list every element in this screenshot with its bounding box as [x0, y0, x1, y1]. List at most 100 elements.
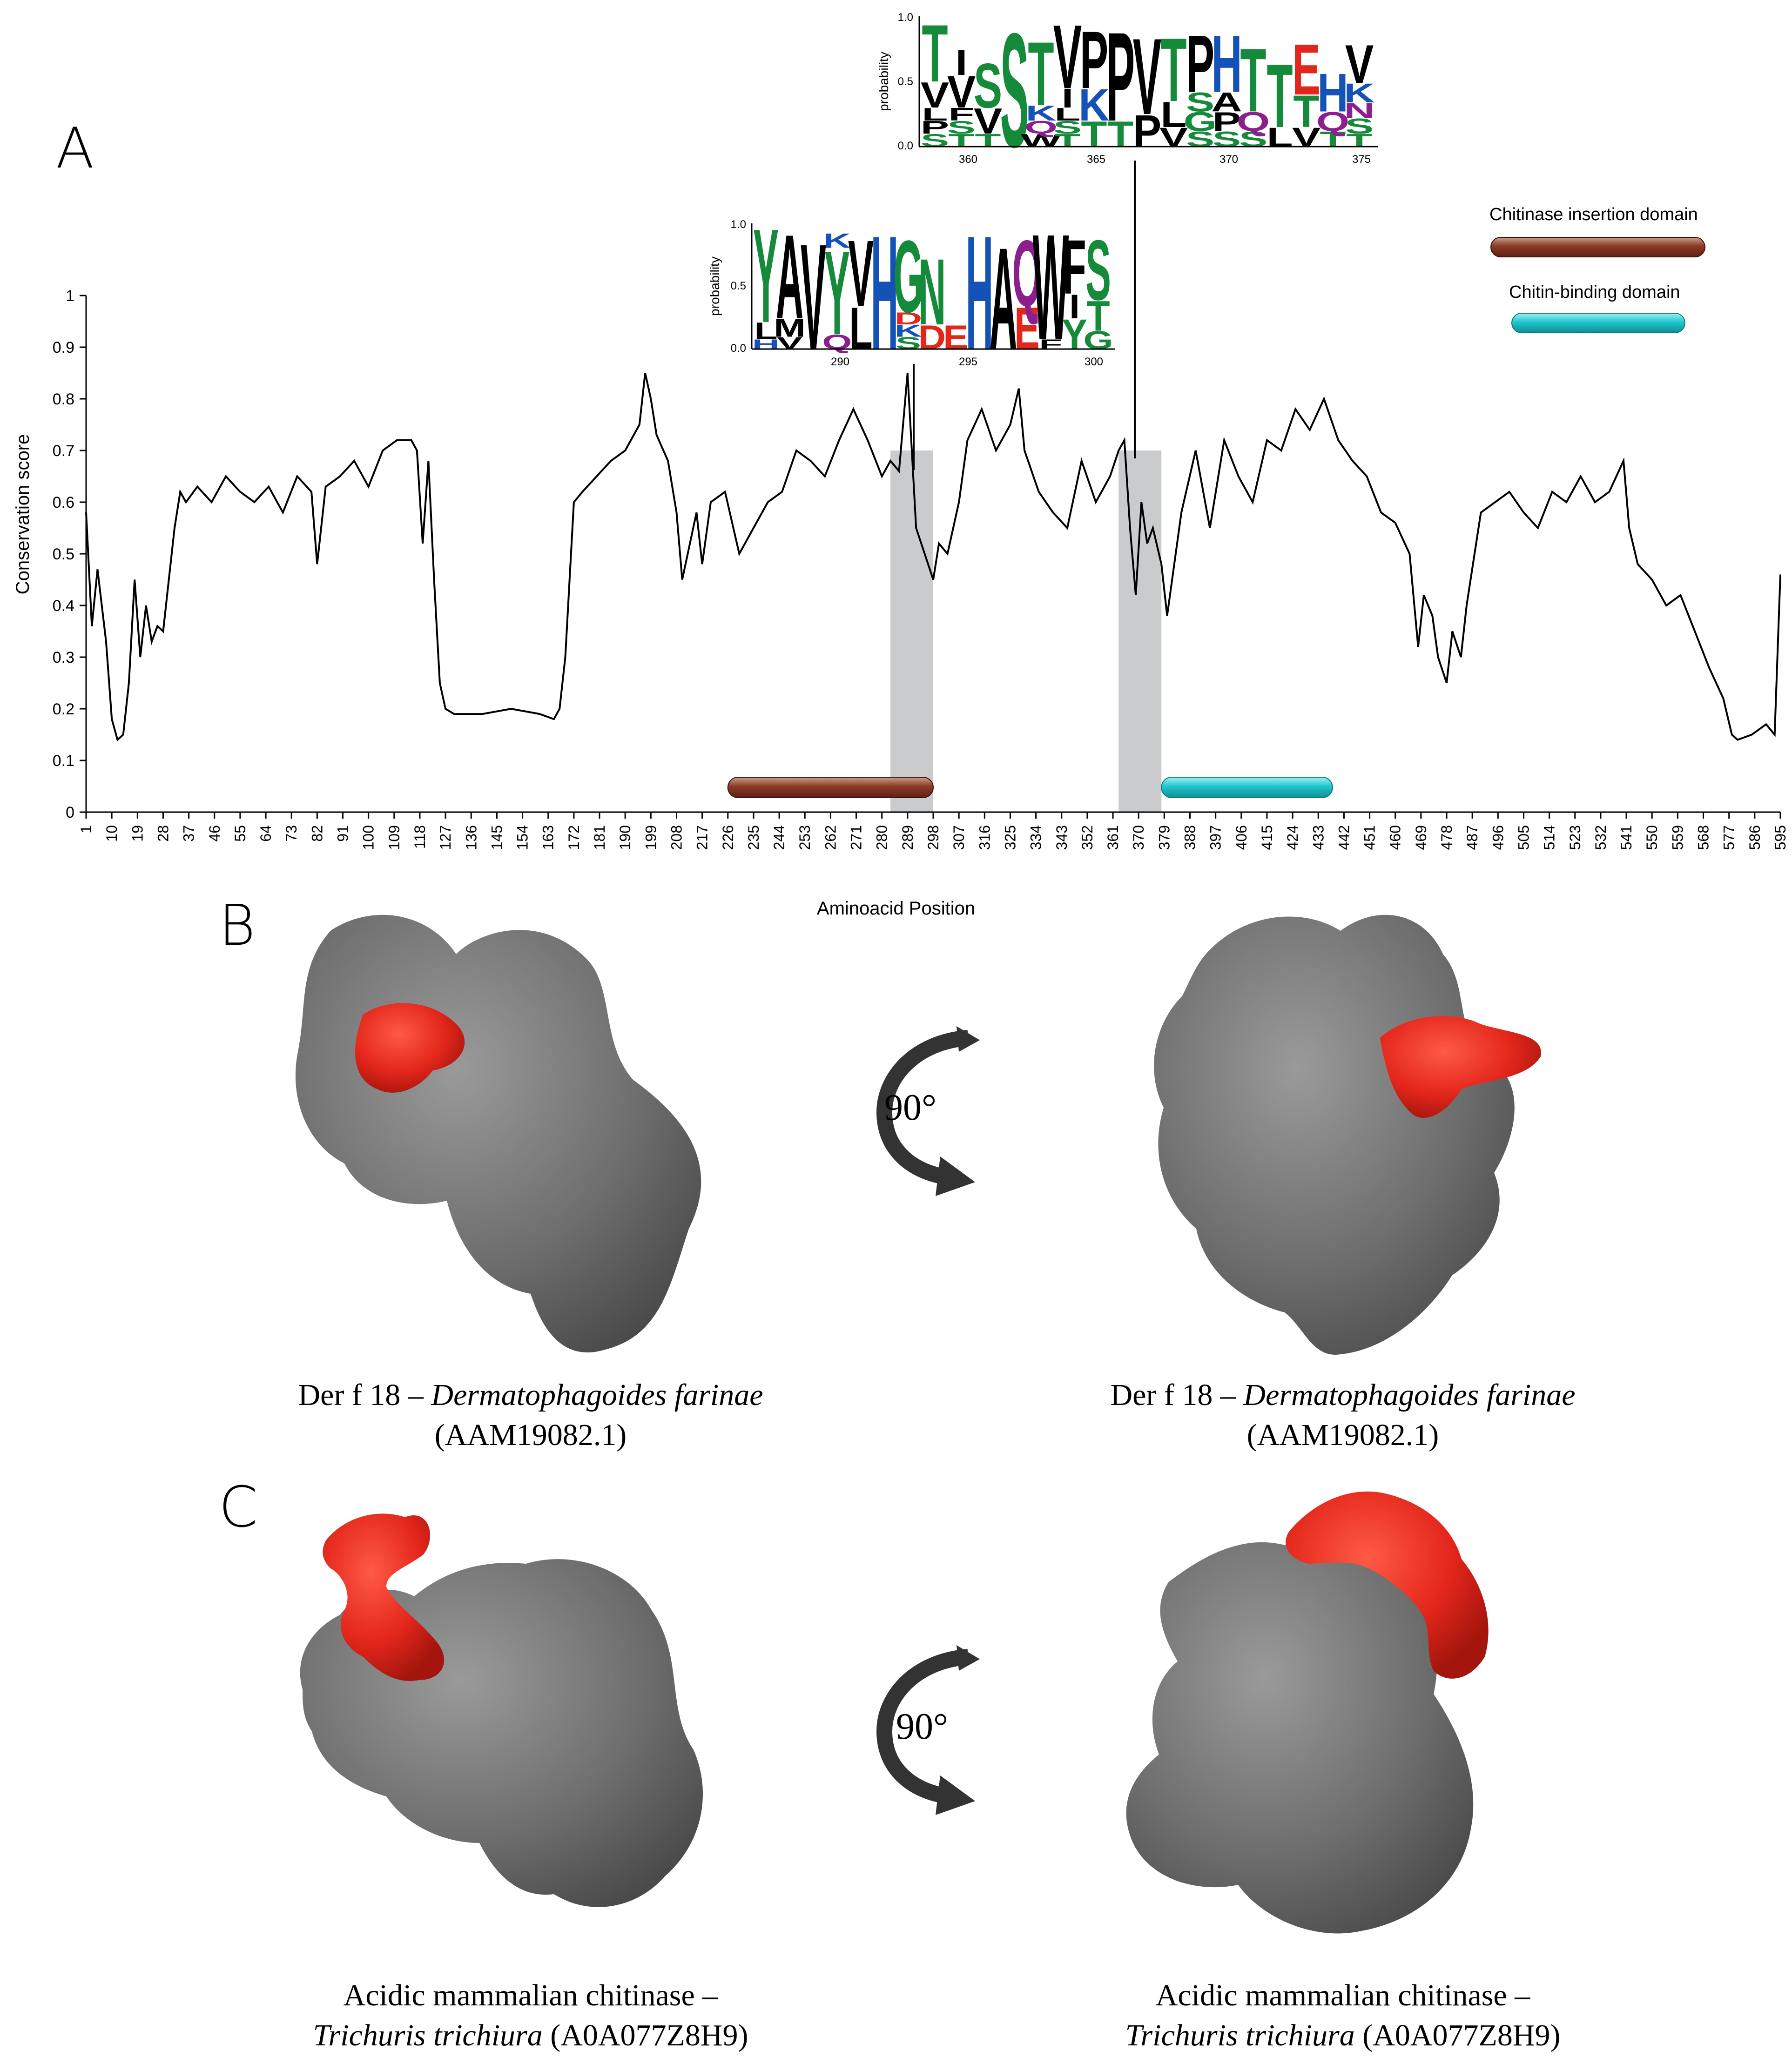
caption-b-right-species: Dermatophagoides farinae: [1243, 1378, 1576, 1412]
y-tick-label: 0: [66, 804, 74, 821]
logo-letter: V: [801, 214, 826, 372]
y-tick-label: 0.5: [53, 545, 74, 563]
logo-letter: L: [1054, 104, 1080, 125]
domain-bar: [727, 777, 934, 798]
caption-b-left-species: Dermatophagoides farinae: [431, 1378, 763, 1412]
logo-letter: T: [1028, 23, 1054, 124]
x-tick-label: 577: [1721, 825, 1738, 850]
legend-insertion-label: Chitinase insertion domain: [1489, 205, 1698, 224]
logo-letter: K: [1344, 78, 1374, 108]
logo-letter: G: [1184, 107, 1217, 137]
x-tick-label: 199: [642, 825, 659, 850]
caption-c-left-species: Trichuris trichiura: [313, 2018, 543, 2052]
x-tick-label: 568: [1695, 825, 1712, 850]
x-tick-label: 1: [78, 825, 94, 834]
logo-letter: Q: [1024, 117, 1058, 138]
x-tick-label: 541: [1618, 825, 1635, 850]
x-tick-label: 163: [540, 825, 557, 850]
protein-structure-b-left: [295, 914, 701, 1352]
logo-letter: L: [1267, 122, 1293, 153]
logo-letter: V: [921, 75, 950, 116]
logo-letter: P: [1133, 106, 1161, 157]
panel-label-c: C: [219, 1475, 258, 1540]
logo-letter: S: [1053, 117, 1082, 138]
x-tick-label: 505: [1515, 825, 1532, 850]
x-tick-label: 289: [899, 825, 916, 850]
caption-b-left-accession: (AAM19082.1): [434, 1418, 627, 1452]
logo1-ytick: 1.0: [731, 218, 746, 231]
x-tick-label: 325: [1002, 825, 1018, 850]
x-tick-label: 154: [514, 825, 531, 850]
x-tick-label: 424: [1284, 825, 1301, 850]
caption-b-left: Der f 18 – Dermatophagoides farinae (AAM…: [205, 1375, 856, 1455]
x-tick-label: 451: [1361, 825, 1378, 850]
logo-letter: F: [948, 104, 974, 125]
logo-letter: P: [1080, 14, 1108, 106]
x-tick-label: 217: [694, 825, 711, 850]
logo-letter: D: [895, 309, 922, 328]
logo1-xtick: 295: [959, 356, 977, 368]
logo-letter: L: [849, 295, 872, 362]
logo-letter: Y: [824, 226, 850, 360]
x-tick-label: 109: [386, 825, 403, 850]
protein-structure-c-left: [300, 1513, 703, 1907]
highlight-band: [890, 451, 933, 812]
logo-letter: T: [1267, 46, 1293, 147]
logo-letter: V: [848, 221, 874, 326]
legend-chitin-label: Chitin-binding domain: [1509, 282, 1680, 302]
x-tick-label: 37: [181, 825, 197, 842]
logo-letter: H: [1317, 63, 1348, 123]
y-tick-label: 0.4: [53, 597, 74, 615]
x-tick-label: 550: [1644, 825, 1660, 850]
y-tick-label: 0.8: [53, 390, 74, 408]
y-tick-label: 0.6: [53, 494, 74, 511]
logo-letter: E: [1292, 29, 1320, 110]
logo-letter: S: [1186, 127, 1214, 151]
logo-letter: S: [1345, 114, 1374, 138]
logo-letter: T: [1293, 87, 1319, 137]
x-tick-label: 82: [309, 825, 325, 842]
x-tick-label: 478: [1438, 825, 1455, 850]
logo-letter: H: [871, 214, 898, 372]
logo1-ylabel: probability: [707, 256, 722, 316]
x-tick-label: 271: [848, 825, 865, 850]
x-tick-label: 595: [1772, 825, 1789, 850]
logo2-xtick: 365: [1087, 153, 1105, 166]
conservation-chart: 0 0.1 0.2 0.3 0.4 0.5 0.6 0.7 0.8 0.9 1 1 10 19 28 37 4…: [13, 161, 1789, 919]
caption-c-left-accession: (A0A077Z8H9): [542, 2018, 748, 2052]
x-tick-label: 586: [1746, 825, 1763, 850]
logo-letter: H: [966, 214, 993, 372]
logo-letter: A: [1211, 87, 1242, 117]
logo-letter: L: [1160, 95, 1186, 135]
x-tick-label: 370: [1130, 825, 1147, 850]
logo-letter: T: [1320, 127, 1346, 151]
y-tick-label: 0.9: [53, 339, 74, 356]
y-tick-label: 0.1: [53, 752, 74, 770]
x-tick-label: 388: [1182, 825, 1199, 850]
x-tick-label: 55: [232, 825, 249, 842]
x-tick-label: 523: [1567, 825, 1583, 850]
x-tick-label: 442: [1335, 825, 1352, 850]
x-tick-label: 406: [1233, 825, 1250, 850]
x-tick-label: 415: [1259, 825, 1275, 850]
caption-b-right: Der f 18 – Dermatophagoides farinae (AAM…: [1017, 1375, 1669, 1455]
logo-letter: E: [1014, 295, 1040, 362]
legend-chitin-swatch: [1511, 313, 1685, 333]
rotation-label-b: 90°: [884, 1087, 936, 1128]
x-tick-label: 118: [411, 825, 428, 849]
logo-letter: Q: [1316, 107, 1349, 137]
protein-structure-c-right: [1126, 1491, 1489, 1934]
x-tick-label: 496: [1489, 825, 1506, 850]
logo2-xtick: 375: [1352, 153, 1371, 166]
logo-letter: T: [1081, 114, 1107, 155]
logo-letter: P: [921, 117, 949, 138]
logo2-ylabel: probability: [876, 52, 891, 111]
logo-letter: M: [774, 314, 806, 342]
logo-letter: S: [1000, 7, 1029, 170]
rotation-label-c: 90°: [896, 1706, 948, 1747]
x-tick-label: 487: [1464, 825, 1481, 850]
logo-letter: F: [1063, 224, 1086, 310]
x-tick-label: 334: [1028, 825, 1044, 850]
logo-letter: I: [956, 43, 968, 83]
